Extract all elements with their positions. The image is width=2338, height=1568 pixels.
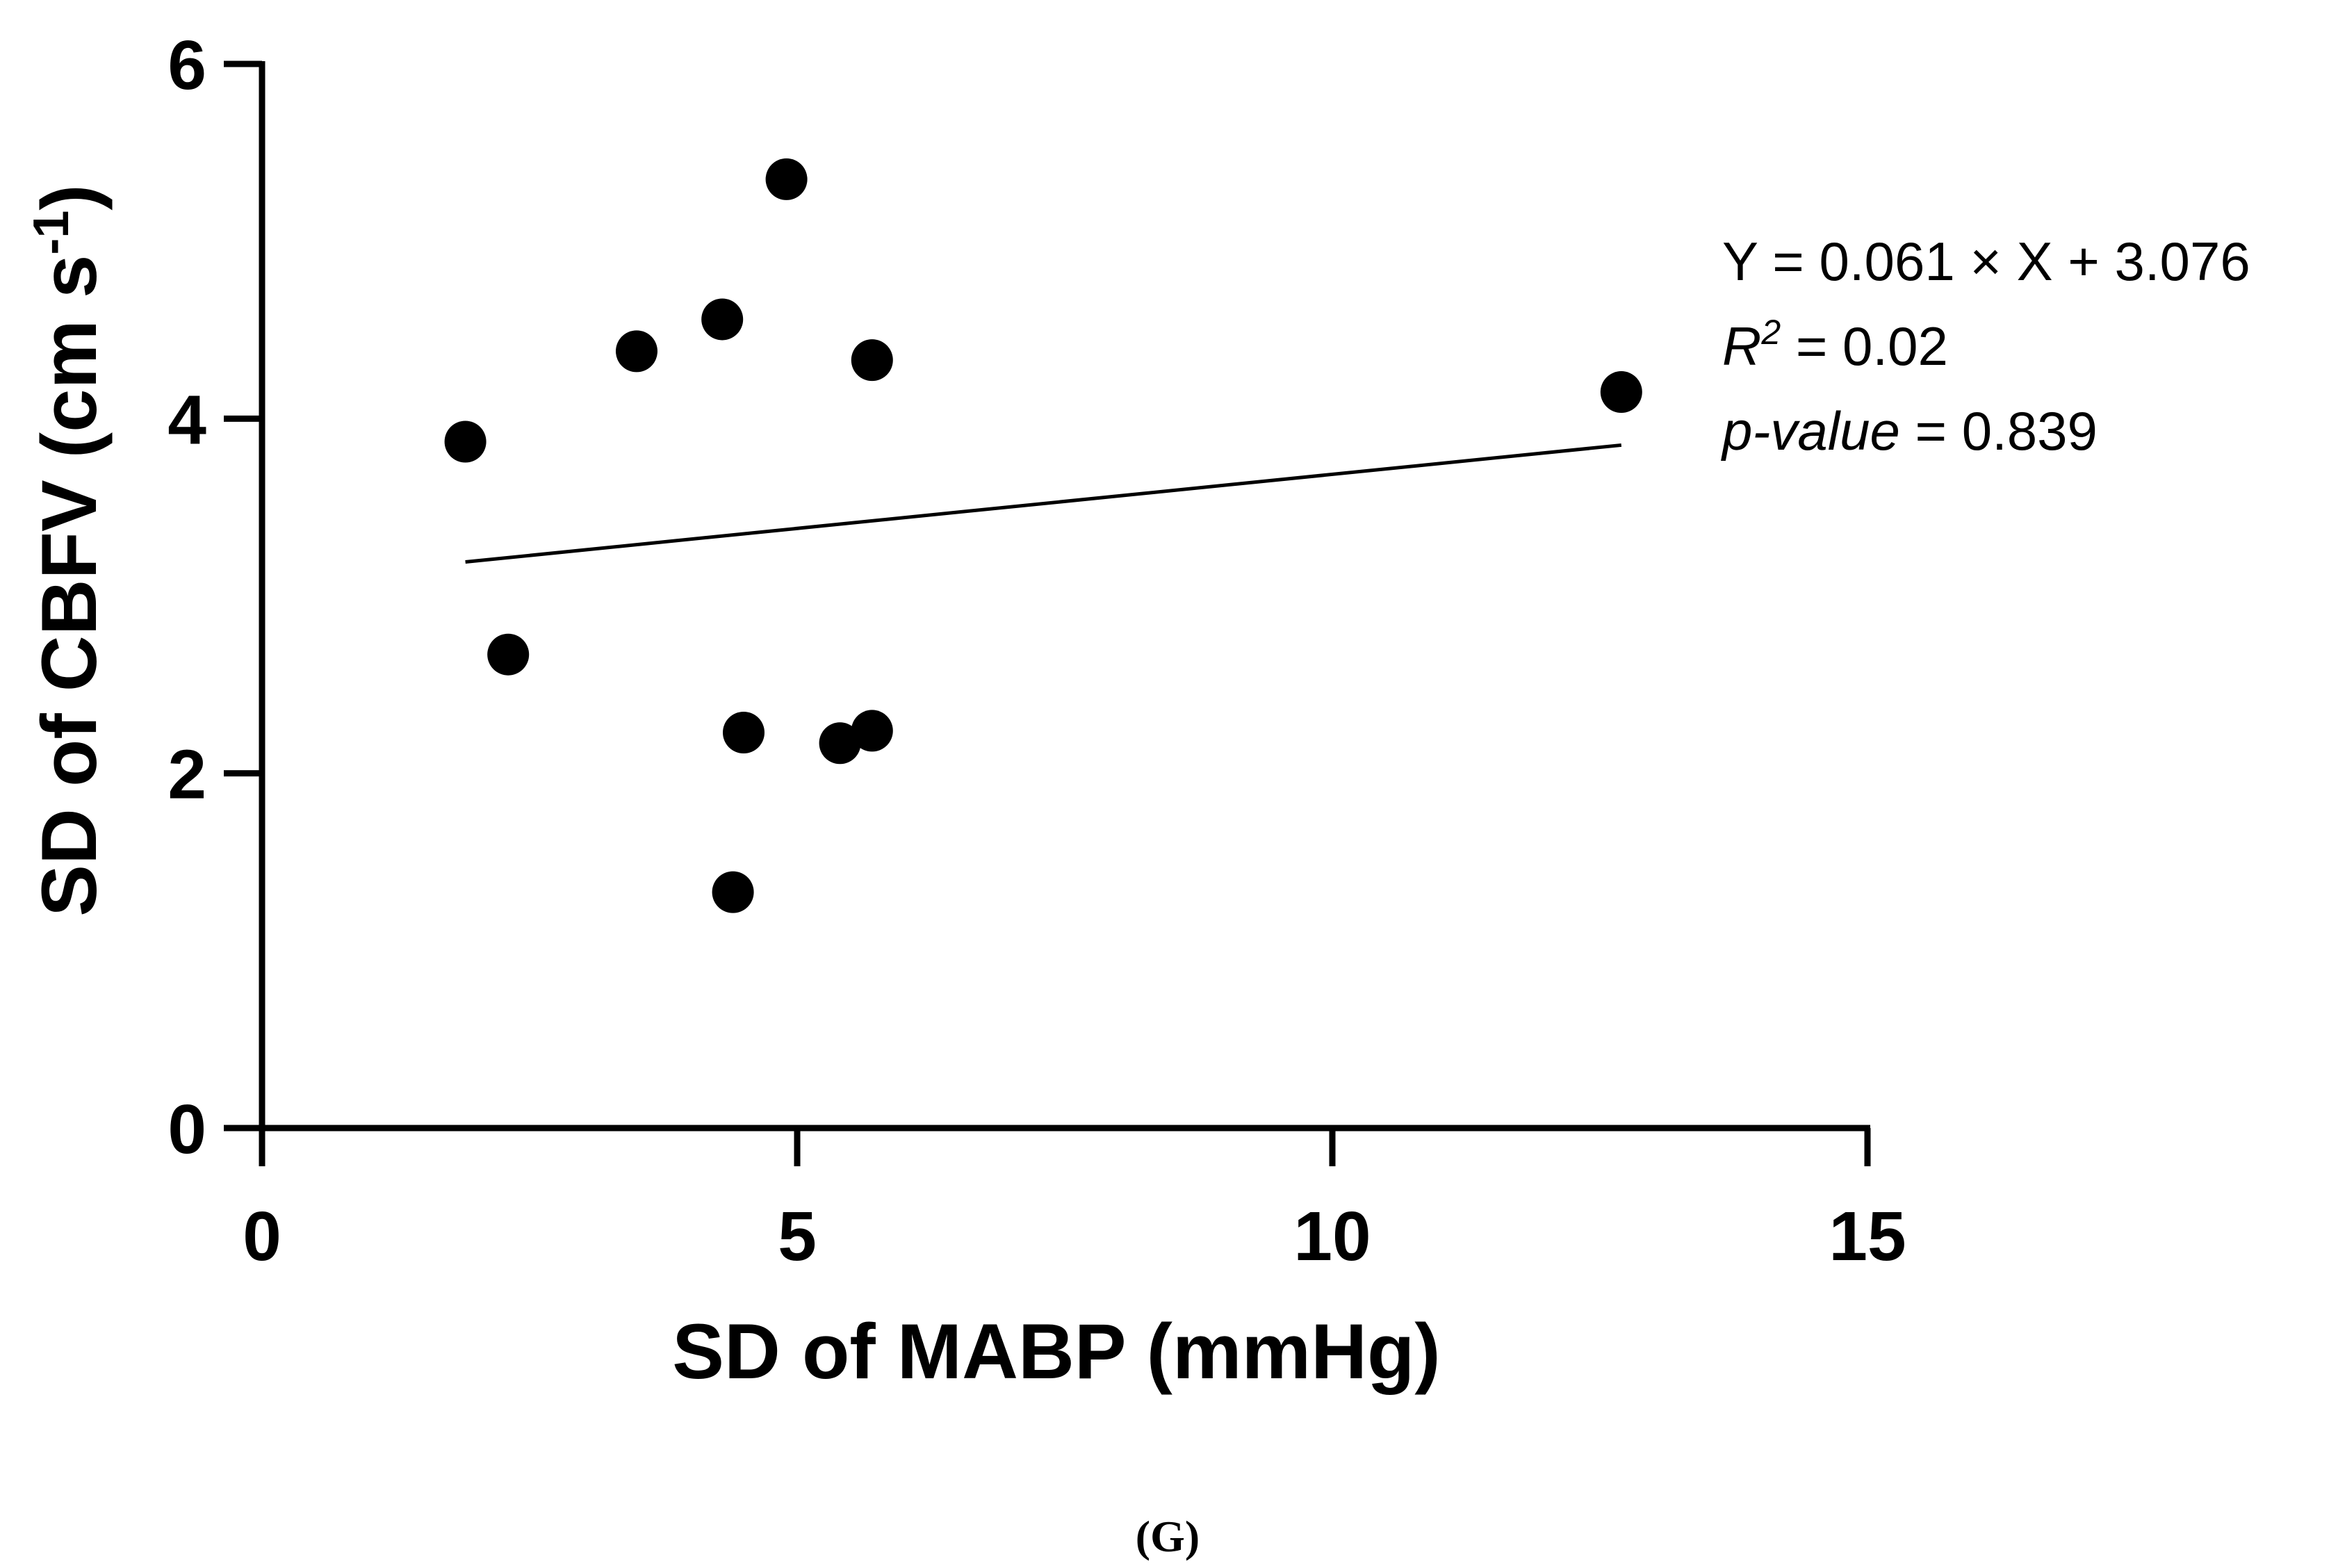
p-value: p-value = 0.839	[1721, 400, 2098, 462]
x-tick-label: 0	[243, 1198, 281, 1275]
data-point	[723, 711, 765, 753]
x-ticks: 0 5 10 15	[243, 1128, 1906, 1275]
figure-caption: (G)	[1136, 1512, 1200, 1561]
y-tick-label: 4	[167, 381, 206, 459]
data-point	[487, 633, 530, 676]
regression-equation: Y = 0.061 × X + 3.076	[1722, 231, 2250, 292]
regression-annotations: Y = 0.061 × X + 3.076 R2 = 0.02 p-value …	[1721, 231, 2250, 462]
fit-line-group	[465, 443, 1622, 564]
p-value-number: = 0.839	[1900, 400, 2098, 462]
data-point	[444, 420, 487, 463]
r-squared-value: = 0.02	[1781, 316, 1948, 377]
data-point	[616, 330, 657, 373]
data-point	[765, 158, 808, 200]
data-point	[712, 871, 754, 913]
y-tick-label: 2	[167, 736, 206, 814]
data-point	[851, 710, 893, 752]
regression-line	[465, 443, 1622, 564]
p-value-label: p-value	[1721, 400, 1900, 462]
r-squared-label: R	[1722, 316, 1761, 377]
y-axis-title-superscript: -1	[24, 211, 79, 255]
y-axis-title-close: )	[26, 184, 113, 210]
r-squared: R2 = 0.02	[1722, 313, 1948, 377]
data-point	[819, 722, 861, 765]
x-tick-label: 5	[778, 1198, 817, 1275]
y-tick-label: 0	[167, 1091, 206, 1168]
x-tick-label: 10	[1293, 1198, 1371, 1275]
y-ticks: 0 2 4 6	[167, 26, 262, 1168]
axes	[259, 61, 1870, 1132]
y-tick-label: 6	[167, 26, 206, 104]
data-point	[1600, 371, 1642, 414]
x-axis-title: SD of MABP (mmHg)	[672, 1308, 1440, 1395]
x-tick-label: 15	[1829, 1198, 1906, 1275]
data-point	[851, 339, 893, 382]
data-points	[444, 158, 1642, 913]
y-axis-title-main: SD of CBFV (cm s	[26, 255, 113, 917]
data-point	[701, 298, 744, 341]
y-axis-title: SD of CBFV (cm s-1)	[24, 184, 113, 916]
r-squared-superscript: 2	[1760, 313, 1781, 352]
